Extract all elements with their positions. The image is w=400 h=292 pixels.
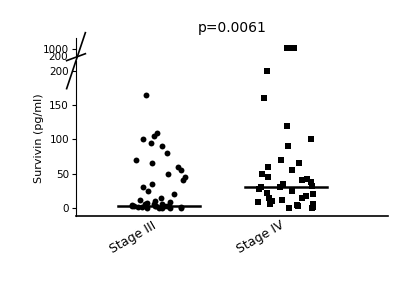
Point bbox=[308, 180, 314, 184]
Point bbox=[129, 203, 135, 207]
Point bbox=[310, 201, 316, 206]
Point bbox=[259, 171, 266, 176]
Point bbox=[264, 164, 271, 169]
Point bbox=[175, 164, 181, 169]
Point bbox=[276, 185, 283, 190]
Point bbox=[264, 190, 270, 195]
Point bbox=[284, 45, 291, 50]
Point bbox=[255, 200, 262, 205]
Point bbox=[130, 204, 137, 209]
Point bbox=[171, 192, 178, 197]
Point bbox=[143, 93, 149, 97]
Point bbox=[291, 45, 297, 50]
Point bbox=[265, 175, 271, 179]
Point bbox=[164, 151, 170, 155]
Point bbox=[136, 197, 143, 202]
Point bbox=[144, 206, 150, 210]
Point bbox=[178, 205, 184, 210]
Point bbox=[304, 177, 310, 181]
Y-axis label: Survivin (pg/ml): Survivin (pg/ml) bbox=[34, 93, 44, 183]
Point bbox=[140, 137, 146, 142]
Point bbox=[294, 203, 300, 207]
Point bbox=[257, 185, 264, 190]
Point bbox=[164, 204, 170, 208]
Point bbox=[295, 204, 301, 209]
Point bbox=[133, 158, 139, 162]
Point bbox=[148, 140, 154, 145]
Point bbox=[156, 206, 162, 210]
Point bbox=[159, 144, 165, 149]
Point bbox=[144, 201, 150, 205]
Point bbox=[167, 206, 174, 210]
Point bbox=[178, 168, 184, 173]
Point bbox=[284, 123, 290, 128]
Point bbox=[150, 134, 157, 138]
Point bbox=[261, 96, 267, 101]
Point bbox=[158, 206, 165, 210]
Point bbox=[288, 188, 295, 193]
Point bbox=[152, 199, 159, 203]
Point bbox=[308, 184, 315, 188]
Point bbox=[310, 192, 316, 197]
Point bbox=[166, 200, 173, 205]
Point bbox=[288, 168, 295, 173]
Point bbox=[153, 204, 160, 209]
Point bbox=[267, 202, 274, 207]
Point bbox=[182, 175, 189, 179]
Point bbox=[278, 158, 284, 162]
Point bbox=[151, 201, 157, 206]
Point bbox=[309, 206, 316, 210]
Point bbox=[286, 45, 292, 50]
Point bbox=[264, 69, 270, 73]
Point bbox=[298, 196, 305, 201]
Point bbox=[149, 161, 155, 166]
Point bbox=[139, 204, 146, 209]
Point bbox=[129, 204, 136, 209]
Point bbox=[154, 130, 160, 135]
Point bbox=[284, 144, 291, 149]
Point bbox=[178, 205, 184, 210]
Point bbox=[303, 193, 310, 198]
Point bbox=[296, 161, 302, 166]
Point bbox=[269, 199, 276, 203]
Point bbox=[299, 178, 305, 183]
Point bbox=[143, 204, 150, 208]
Point bbox=[165, 171, 172, 176]
Point bbox=[166, 204, 172, 208]
Point bbox=[308, 137, 314, 142]
Point bbox=[279, 197, 286, 202]
Point bbox=[152, 204, 159, 209]
Point bbox=[266, 195, 272, 200]
Point bbox=[286, 206, 292, 210]
Point bbox=[134, 205, 141, 210]
Point bbox=[158, 195, 164, 200]
Point bbox=[180, 178, 186, 183]
Point bbox=[142, 202, 148, 207]
Point bbox=[149, 182, 156, 186]
Point bbox=[279, 182, 286, 186]
Point bbox=[310, 205, 316, 210]
Title: p=0.0061: p=0.0061 bbox=[198, 21, 266, 35]
Point bbox=[145, 188, 151, 193]
Point bbox=[140, 185, 146, 190]
Point bbox=[159, 202, 165, 207]
Text: 200: 200 bbox=[48, 52, 68, 62]
Point bbox=[256, 187, 262, 192]
Point bbox=[161, 204, 167, 208]
